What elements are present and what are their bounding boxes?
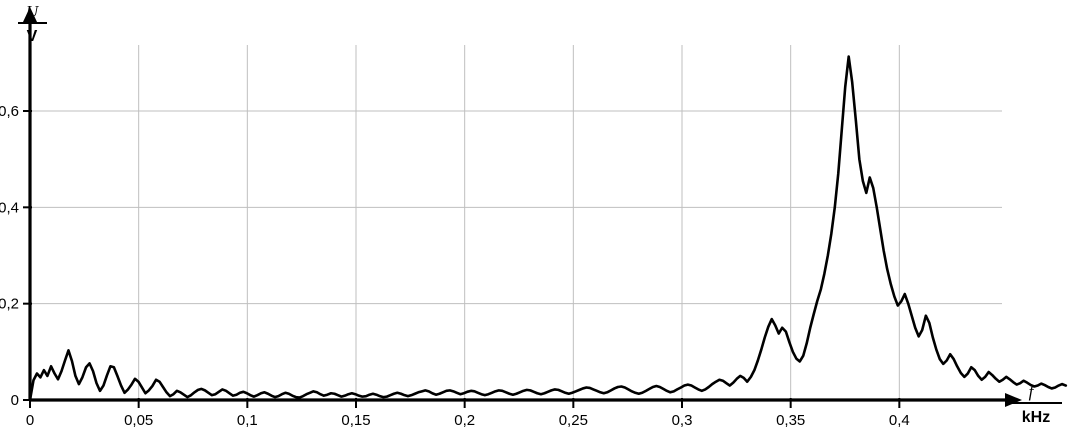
x-tick-label: 0,35 xyxy=(776,412,805,429)
y-axis-label: U V xyxy=(18,2,47,45)
vertical-gridlines xyxy=(138,45,900,400)
y-axis-label-numerator: U xyxy=(26,2,40,21)
x-tick-label: 0,2 xyxy=(454,412,475,429)
x-axis-label-numerator: f xyxy=(1029,382,1036,401)
x-tick-label: 0 xyxy=(26,412,34,429)
x-axis-label-denominator: kHz xyxy=(1022,409,1050,426)
y-tick-label: 0,6 xyxy=(0,103,19,120)
y-axis-tick-labels: 0 0,2 0,4 0,6 xyxy=(0,103,19,409)
x-tick-label: 0,3 xyxy=(672,412,693,429)
x-tick-label: 0,4 xyxy=(889,412,910,429)
x-axis-label: f kHz xyxy=(1011,382,1062,426)
x-tick-label: 0,05 xyxy=(124,412,153,429)
x-tick-label: 0,1 xyxy=(237,412,258,429)
y-tick-label: 0,4 xyxy=(0,199,19,216)
y-tick-label: 0,2 xyxy=(0,296,19,313)
tick-marks xyxy=(23,110,901,408)
spectrum-line xyxy=(28,55,1068,402)
y-axis-arrowhead xyxy=(23,7,37,22)
x-tick-label: 0,25 xyxy=(559,412,588,429)
horizontal-gridlines xyxy=(30,110,1002,305)
axes xyxy=(23,7,1022,407)
y-tick-label: 0 xyxy=(11,392,19,409)
x-tick-label: 0,15 xyxy=(341,412,370,429)
x-axis-arrowhead xyxy=(1005,393,1022,407)
x-axis-tick-labels: 0 0,05 0,1 0,15 0,2 0,25 0,3 0,35 0,4 xyxy=(26,412,910,429)
y-axis-label-denominator: V xyxy=(27,28,38,45)
